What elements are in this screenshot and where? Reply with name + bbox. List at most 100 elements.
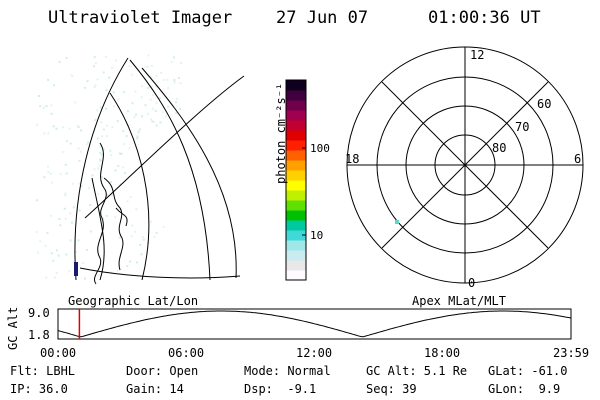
uv-speckle-dot — [176, 97, 179, 100]
uv-speckle-dot — [152, 94, 155, 96]
uv-speckle-dot — [162, 111, 165, 114]
uv-speckle-dot — [78, 159, 81, 162]
uv-speckle-dot — [134, 90, 137, 93]
uv-speckle-dot — [55, 127, 58, 130]
uv-speckle-dot — [69, 212, 72, 215]
uv-speckle-dot — [80, 185, 83, 188]
uv-speckle-dot — [123, 143, 126, 146]
uv-speckle-dot — [70, 221, 73, 224]
uv-speckle-dot — [151, 85, 154, 88]
uv-speckle-dot — [137, 131, 140, 134]
uv-speckle-dot — [135, 208, 138, 211]
uv-speckle-dot — [74, 101, 77, 104]
uv-speckle-dot — [105, 214, 108, 217]
uv-speckle-dot — [173, 56, 176, 59]
uv-speckle-dot — [62, 126, 65, 129]
timeline-ytick-top: 9.0 — [28, 306, 50, 320]
uv-speckle-dot — [114, 59, 117, 62]
uv-speckle-dot — [108, 76, 111, 79]
uv-speckle-dot — [98, 164, 101, 167]
uv-speckle-dot — [89, 204, 92, 206]
uv-speckle-dot — [93, 86, 96, 88]
uv-speckle-dot — [80, 129, 83, 132]
uv-speckle-dot — [44, 245, 47, 248]
uv-speckle-dot — [114, 169, 117, 172]
polar-plot-label: Apex MLat/MLT — [412, 294, 506, 308]
uv-speckle-dot — [149, 98, 152, 101]
colorbar-segment — [286, 200, 306, 211]
colorbar-segment — [286, 210, 306, 221]
status-glat: GLat: -61.0 — [488, 364, 568, 378]
uv-speckle-dot — [58, 61, 61, 63]
uv-speckle-dot — [151, 120, 154, 123]
uv-speckle-dot — [150, 76, 153, 78]
uv-speckle-dot — [84, 277, 86, 280]
timeline-plot — [57, 308, 572, 340]
uv-speckle-dot — [99, 145, 102, 148]
uv-speckle-dot — [100, 121, 103, 124]
colorbar-segment — [286, 80, 306, 91]
uv-speckle-dot — [102, 128, 105, 131]
uv-speckle-dot — [36, 123, 39, 126]
uv-speckle-dot — [131, 224, 134, 227]
uv-speckle-dot — [97, 167, 100, 170]
uv-speckle-dot — [102, 217, 105, 220]
status-filter: Flt: LBHL — [10, 364, 76, 378]
uv-speckle-dot — [97, 193, 99, 195]
colorbar-segment — [286, 230, 306, 241]
uv-speckle-dot — [138, 128, 141, 131]
uv-speckle-dot — [49, 172, 52, 175]
uv-speckle-dot — [142, 238, 145, 241]
status-door: Door: Open — [126, 364, 199, 378]
uv-speckle-dot — [94, 119, 97, 121]
uv-speckle-dot — [153, 235, 156, 238]
colorbar-segment — [286, 110, 306, 121]
uv-speckle-dot — [55, 271, 58, 274]
uv-speckle-dot — [109, 149, 112, 152]
uv-speckle-dot — [47, 171, 50, 173]
colorbar-tick-100: 100 — [302, 142, 330, 155]
uv-speckle-dot — [110, 271, 113, 274]
uv-speckle-dot — [100, 153, 103, 156]
uv-speckle-dot — [93, 65, 95, 68]
uv-speckle-dot — [78, 182, 81, 185]
uv-speckle-dot — [69, 239, 72, 242]
uv-speckle-dot — [146, 87, 149, 90]
uv-speckle-dot — [136, 135, 139, 138]
uv-speckle-dot — [68, 127, 71, 130]
uv-speckle-dot — [52, 125, 55, 128]
uv-speckle-dot — [140, 96, 143, 99]
uv-speckle-dot — [43, 132, 46, 135]
uv-speckle-dot — [136, 261, 139, 264]
uv-speckle-dot — [53, 84, 55, 87]
uv-speckle-dot — [110, 154, 113, 157]
uv-speckle-dot — [63, 207, 66, 210]
uv-speckle-dot — [140, 85, 143, 88]
uv-speckle-dot — [122, 90, 125, 93]
uv-speckle-dot — [99, 106, 102, 109]
colorbar-segment — [286, 150, 306, 161]
colorbar-tick-10: 10 — [302, 229, 323, 242]
status-gain: Gain: 14 — [126, 382, 184, 396]
uv-speckle-dot — [50, 252, 53, 255]
colorbar-tick-label: 10 — [310, 229, 323, 242]
uv-speckle-dot — [83, 86, 86, 89]
uv-speckle-dot — [45, 105, 48, 108]
uv-speckle-dot — [64, 217, 67, 220]
uv-spot — [395, 220, 399, 224]
uv-speckle-dot — [167, 105, 170, 108]
uv-speckle-dot — [111, 126, 114, 129]
uv-speckle-dot — [86, 143, 89, 146]
colorbar-segment — [286, 180, 306, 191]
uv-speckle-dot — [129, 260, 132, 263]
uv-speckle-dot — [64, 163, 67, 166]
uv-speckle-dot — [155, 74, 158, 77]
uv-speckle-dot — [165, 112, 168, 115]
uv-speckle-dot — [77, 147, 80, 150]
uv-speckle-dot — [71, 182, 74, 185]
uv-speckle-dot — [64, 194, 67, 197]
uv-speckle-dot — [158, 97, 161, 100]
colorbar-unit-label: photon cm⁻²s⁻¹ — [274, 82, 288, 184]
mlt-label-18: 18 — [345, 152, 359, 166]
uv-speckle-dot — [93, 168, 96, 171]
